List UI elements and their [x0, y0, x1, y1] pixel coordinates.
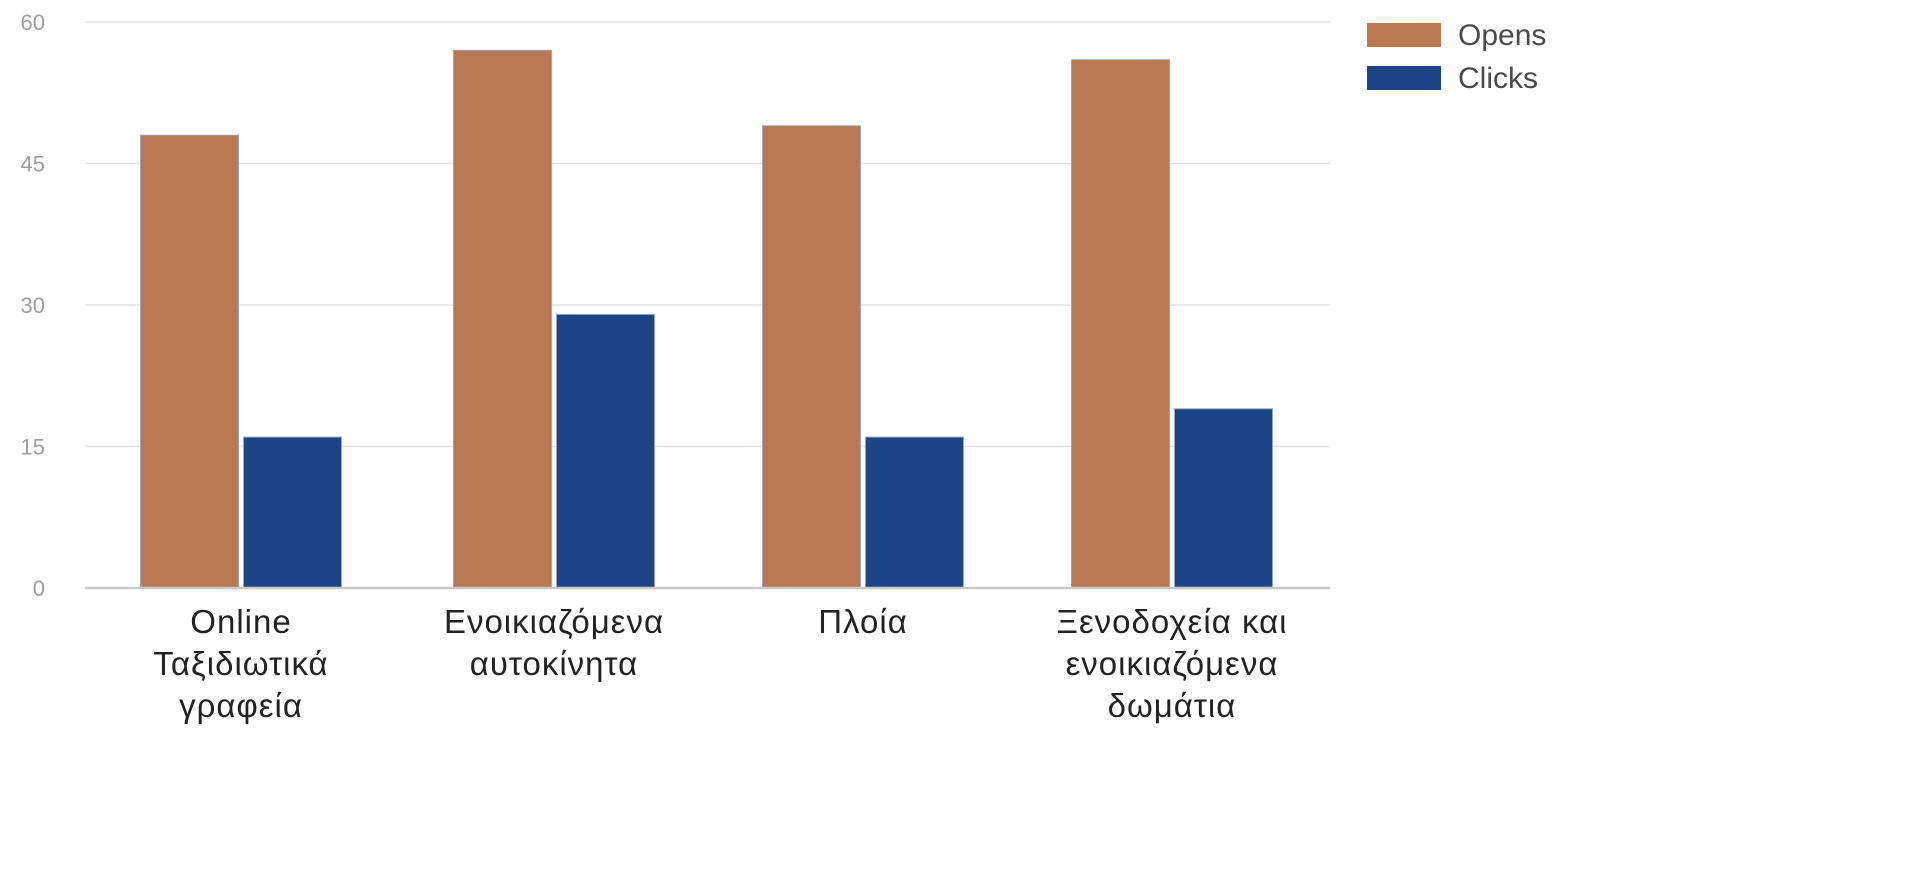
bar-clicks: [865, 436, 964, 589]
bar-opens: [140, 134, 239, 589]
x-axis-labels: Online Ταξιδιωτικά γραφεία Ενοικιαζόμενα αυτ…: [153, 603, 1288, 724]
legend-swatch-opens: [1367, 23, 1441, 47]
y-tick-label: 45: [21, 152, 45, 177]
x-tick-label: Ενοικιαζόμενα: [444, 603, 664, 640]
bar-opens: [762, 125, 861, 589]
bar-clicks: [556, 313, 655, 589]
y-tick-label: 15: [21, 435, 45, 460]
x-tick-label: Online: [190, 603, 291, 640]
y-tick-label: 30: [21, 293, 45, 318]
bar-clicks: [1174, 408, 1273, 589]
x-tick-label: αυτοκίνητα: [470, 645, 638, 682]
x-tick-label: ενοικιαζόμενα: [1066, 645, 1279, 682]
legend-swatch-clicks: [1367, 66, 1441, 90]
x-tick-label: Πλοία: [818, 603, 908, 640]
legend-label-clicks: Clicks: [1458, 62, 1538, 95]
bars: [140, 49, 1273, 589]
y-tick-label: 0: [33, 576, 45, 601]
x-tick-label: γραφεία: [179, 687, 303, 724]
bar-opens: [453, 49, 552, 589]
x-tick-label: Ταξιδιωτικά: [153, 645, 328, 682]
legend-label-opens: Opens: [1458, 19, 1546, 52]
x-tick-label: Ξενοδοχεία και: [1057, 603, 1288, 640]
y-axis-ticks: 0 15 30 45 60: [21, 10, 45, 601]
legend: Opens Clicks: [1367, 19, 1546, 95]
x-tick-label: δωμάτια: [1108, 687, 1237, 724]
bar-opens: [1071, 59, 1170, 589]
bar-clicks: [243, 436, 342, 589]
y-tick-label: 60: [21, 10, 45, 35]
